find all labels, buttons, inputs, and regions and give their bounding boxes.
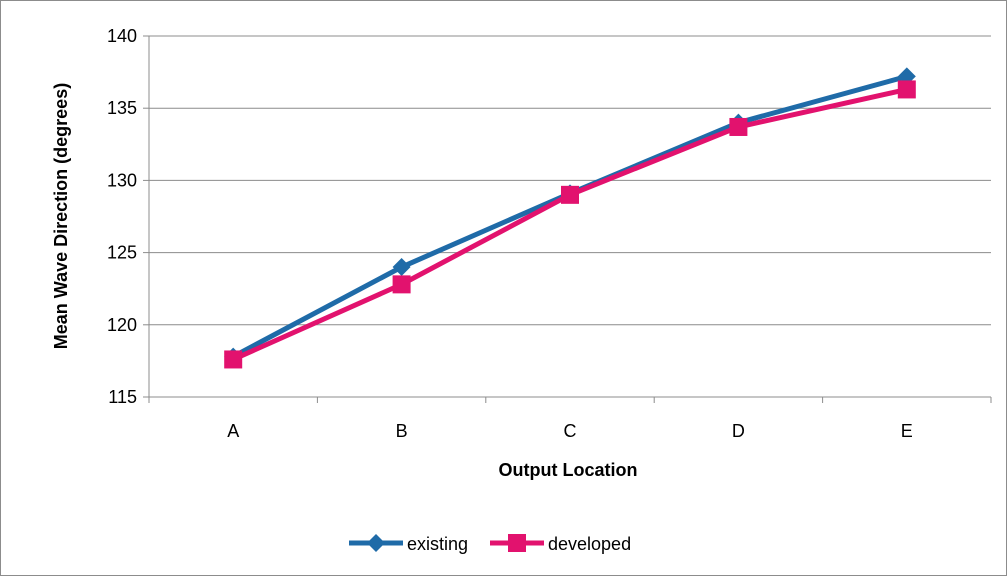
axes: 115 120 125 130 135 140 A B C D E — [107, 26, 992, 441]
x-tick-label: B — [396, 421, 408, 441]
legend-item-developed: developed — [490, 534, 631, 554]
data-point-developed-E — [897, 80, 916, 99]
data-point-developed-C — [561, 185, 579, 204]
data-point-existing-B — [392, 258, 411, 277]
series-group — [224, 67, 916, 369]
legend-marker-existing — [367, 534, 385, 552]
x-tick-label: A — [227, 421, 239, 441]
legend-item-existing: existing — [349, 534, 468, 554]
x-tick-label: E — [901, 421, 913, 441]
axis-labels: Mean Wave Direction (degrees) Output Loc… — [51, 83, 637, 480]
y-tick-label: 130 — [107, 170, 137, 190]
data-point-developed-D — [729, 117, 748, 136]
y-tick-label: 115 — [108, 387, 137, 407]
y-axis-title: Mean Wave Direction (degrees) — [51, 83, 71, 349]
x-tick-label: C — [564, 421, 577, 441]
y-tick-label: 140 — [107, 26, 137, 46]
data-point-developed-A — [224, 350, 243, 369]
legend: existing developed — [349, 534, 631, 554]
y-tick-label: 120 — [107, 315, 137, 335]
data-point-developed-B — [392, 275, 411, 294]
legend-label-developed: developed — [548, 534, 631, 554]
y-tick-label: 135 — [107, 98, 137, 118]
series-line-developed — [230, 86, 910, 362]
legend-marker-developed — [508, 534, 526, 552]
x-axis-title: Output Location — [499, 460, 638, 480]
series-developed — [224, 80, 916, 369]
y-tick-label: 125 — [107, 243, 137, 263]
gridlines — [149, 35, 991, 326]
legend-label-existing: existing — [407, 534, 468, 554]
x-tick-label: D — [732, 421, 745, 441]
